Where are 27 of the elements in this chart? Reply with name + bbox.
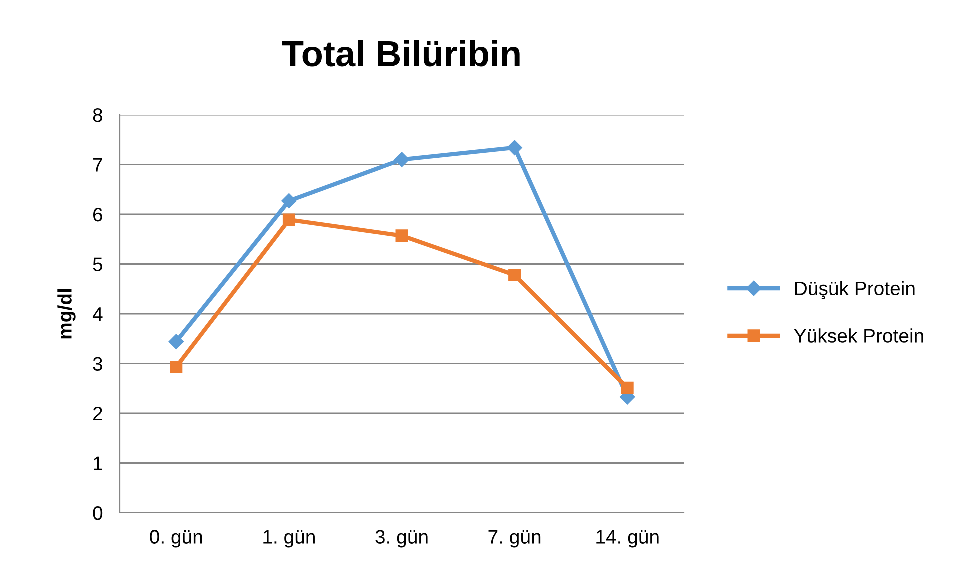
x-tick-label: 1. gün bbox=[264, 530, 315, 548]
y-tick-label: 3 bbox=[93, 357, 102, 371]
point bbox=[394, 152, 410, 168]
point bbox=[282, 194, 297, 209]
y-tick-label: 0 bbox=[93, 506, 103, 520]
y-tick-label: 6 bbox=[94, 208, 102, 222]
y-tick-label: 1 bbox=[94, 456, 102, 470]
x-tick-label: 7. gün bbox=[488, 530, 541, 548]
y-axis-title: mg/dl bbox=[58, 289, 76, 339]
point bbox=[168, 334, 184, 350]
x-tick-label: 14. gün bbox=[596, 530, 659, 548]
point bbox=[507, 140, 522, 156]
y-tick-label: 5 bbox=[93, 258, 103, 272]
y-tick-label: 7 bbox=[94, 158, 102, 172]
y-tick-label: 2 bbox=[94, 406, 102, 421]
point bbox=[396, 230, 408, 242]
x-tick-label: 3. gün bbox=[376, 530, 428, 548]
y-tick-label: 4 bbox=[92, 308, 103, 322]
chart-title: Total Bilüribin bbox=[282, 40, 520, 67]
legend-label: Yüksek Protein bbox=[794, 328, 924, 343]
point bbox=[170, 360, 183, 374]
point bbox=[282, 214, 296, 226]
point bbox=[508, 268, 522, 282]
point bbox=[621, 382, 634, 394]
legend-label: Düşük Protein bbox=[795, 281, 915, 300]
y-tick-label: 8 bbox=[93, 108, 102, 122]
x-tick-label: 0. gün bbox=[150, 530, 202, 548]
